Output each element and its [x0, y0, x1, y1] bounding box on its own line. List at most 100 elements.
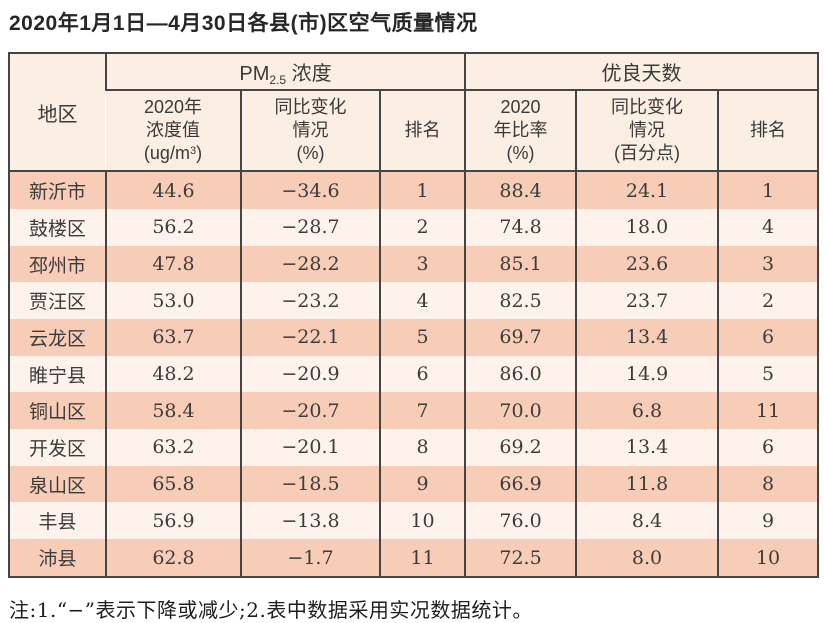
pm-change-cell: −28.2	[240, 245, 380, 283]
pm-change-cell: −1.7	[240, 539, 380, 577]
gd-rank-cell: 5	[717, 355, 819, 393]
region-cell: 沛县	[9, 539, 106, 577]
gd-ratio-cell: 69.7	[464, 319, 577, 356]
table-row: 泉山区 65.8 −18.5 9 66.9 11.8 8	[9, 465, 819, 503]
gd-ratio-cell: 72.5	[464, 539, 577, 577]
pm-rank-cell: 5	[378, 319, 466, 356]
pm-change-cell: −18.5	[240, 465, 380, 503]
gd-rank-cell: 6	[717, 429, 819, 466]
pm25-label-sub: 2.5	[269, 72, 287, 87]
table-row: 沛县 62.8 −1.7 11 72.5 8.0 10	[9, 539, 819, 577]
pm-rank-cell: 2	[378, 208, 466, 246]
gd-change-cell: 8.4	[575, 502, 719, 540]
col-header-gd-change: 同比变化 情况 (百分点)	[575, 90, 719, 173]
region-cell: 睢宁县	[9, 355, 106, 393]
region-cell: 鼓楼区	[9, 208, 106, 246]
pm-value-cell: 56.2	[105, 208, 241, 246]
gd-ratio-cell: 70.0	[464, 392, 577, 430]
gd-ratio-cell: 88.4	[464, 171, 577, 209]
gd-change-cell: 14.9	[575, 355, 719, 393]
table-row: 丰县 56.9 −13.8 10 76.0 8.4 9	[9, 502, 819, 540]
table-row: 睢宁县 48.2 −20.9 6 86.0 14.9 5	[9, 355, 819, 393]
air-quality-table: 地区 PM2.5 浓度 优良天数 2020年 浓度值 (ug/m3) 同比变化 …	[8, 52, 820, 578]
gd-rank-cell: 2	[717, 282, 819, 320]
pm-value-cell: 47.8	[105, 245, 241, 283]
gd-rank-cell: 10	[717, 539, 819, 577]
gd-change-cell: 13.4	[575, 319, 719, 356]
pm-change-cell: −20.1	[240, 429, 380, 466]
gd-rank-cell: 1	[717, 171, 819, 209]
pm-rank-cell: 7	[378, 392, 466, 430]
pm-value-cell: 44.6	[105, 171, 241, 209]
region-cell: 丰县	[9, 502, 106, 540]
region-cell: 邳州市	[9, 245, 106, 283]
gd-change-cell: 24.1	[575, 171, 719, 209]
pm-change-cell: −22.1	[240, 319, 380, 356]
gd-change-cell: 23.7	[575, 282, 719, 320]
region-cell: 云龙区	[9, 319, 106, 356]
pm-rank-cell: 10	[378, 502, 466, 540]
pm-change-cell: −34.6	[240, 171, 380, 209]
gd-rank-cell: 4	[717, 208, 819, 246]
pm-change-cell: −23.2	[240, 282, 380, 320]
header-group-row: 地区 PM2.5 浓度 优良天数	[9, 53, 819, 173]
gd-change-cell: 6.8	[575, 392, 719, 430]
gd-change-cell: 13.4	[575, 429, 719, 466]
table-header: 地区 PM2.5 浓度 优良天数 2020年 浓度值 (ug/m3) 同比变化 …	[9, 53, 819, 173]
pm-change-cell: −13.8	[240, 502, 380, 540]
gd-ratio-cell: 74.8	[464, 208, 577, 246]
pm-change-cell: −20.9	[240, 355, 380, 393]
page-title: 2020年1月1日—4月30日各县(市)区空气质量情况	[9, 12, 478, 35]
pm-value-cell: 65.8	[105, 465, 241, 503]
pm-value-unit: (ug/m3)	[143, 143, 203, 164]
pm-change-line1: 同比变化	[274, 97, 347, 118]
col-header-pm-change: 同比变化 情况 (%)	[240, 90, 380, 173]
pm-rank-cell: 4	[378, 282, 466, 320]
gd-rank-cell: 3	[717, 245, 819, 283]
gd-change-unit: (百分点)	[614, 143, 681, 164]
gd-ratio-line1: 2020	[500, 97, 541, 118]
gd-change-cell: 18.0	[575, 208, 719, 246]
table-row: 开发区 63.2 −20.1 8 69.2 13.4 6	[9, 429, 819, 466]
table-row: 邳州市 47.8 −28.2 3 85.1 23.6 3	[9, 245, 819, 283]
pm-rank-cell: 1	[378, 171, 466, 209]
pm-rank-cell: 3	[378, 245, 466, 283]
table-row: 铜山区 58.4 −20.7 7 70.0 6.8 11	[9, 392, 819, 430]
pm-change-cell: −20.7	[240, 392, 380, 430]
pm-change-cell: −28.7	[240, 208, 380, 246]
pm-value-line1: 2020年	[143, 97, 203, 118]
pm-value-cell: 48.2	[105, 355, 241, 393]
gd-change-cell: 11.8	[575, 465, 719, 503]
gd-change-cell: 8.0	[575, 539, 719, 577]
pm-change-line2: 情况	[292, 120, 329, 141]
table-row: 鼓楼区 56.2 −28.7 2 74.8 18.0 4	[9, 208, 819, 246]
table-row: 云龙区 63.7 −22.1 5 69.7 13.4 6	[9, 319, 819, 356]
header-sub-row: 2020年 浓度值 (ug/m3) 同比变化 情况 (%) 排名 2020 年比…	[9, 90, 819, 173]
col-header-gd-ratio: 2020 年比率 (%)	[464, 90, 577, 173]
pm-rank-cell: 11	[378, 539, 466, 577]
footnote: 注:1.“−”表示下降或减少;2.表中数据采用实况数据统计。	[9, 597, 533, 622]
pm-value-cell: 58.4	[105, 392, 241, 430]
table-body: 新沂市 44.6 −34.6 1 88.4 24.1 1 鼓楼区 56.2 −2…	[9, 171, 819, 577]
pm-value-cell: 63.7	[105, 319, 241, 356]
gd-ratio-cell: 85.1	[464, 245, 577, 283]
pm-value-cell: 63.2	[105, 429, 241, 466]
pm-value-cell: 56.9	[105, 502, 241, 540]
gd-ratio-line2: 年比率	[493, 120, 548, 141]
gd-change-cell: 23.6	[575, 245, 719, 283]
table-row: 贾汪区 53.0 −23.2 4 82.5 23.7 2	[9, 282, 819, 320]
gd-ratio-unit: (%)	[506, 143, 535, 164]
pm-value-cell: 62.8	[105, 539, 241, 577]
col-header-gd-rank: 排名	[717, 90, 819, 173]
gd-change-line2: 情况	[629, 120, 666, 141]
col-header-pm-value: 2020年 浓度值 (ug/m3)	[106, 90, 241, 173]
col-header-region: 地区	[9, 53, 106, 173]
pm25-label-suffix: 浓度	[286, 62, 332, 85]
pm-value-line2: 浓度值	[146, 120, 200, 141]
gd-ratio-cell: 82.5	[464, 282, 577, 320]
gd-rank-cell: 6	[717, 319, 819, 356]
region-cell: 新沂市	[9, 171, 106, 209]
gd-ratio-cell: 76.0	[464, 502, 577, 540]
col-group-good-days: 优良天数	[464, 53, 819, 92]
